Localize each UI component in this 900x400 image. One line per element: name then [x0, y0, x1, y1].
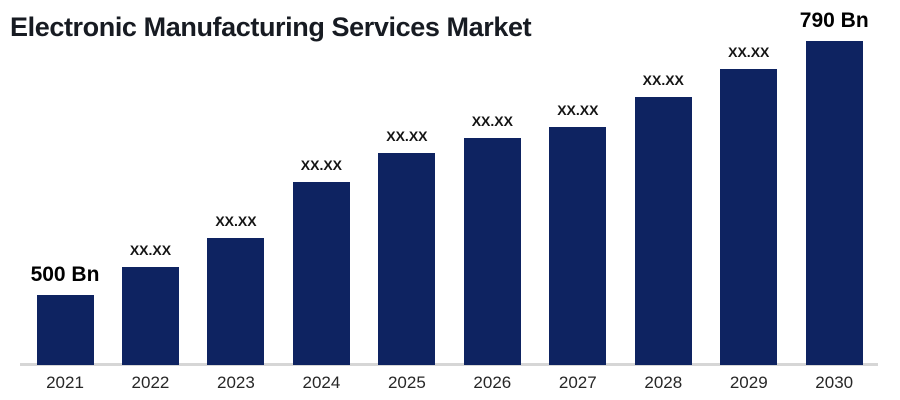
bar-2027	[549, 127, 607, 365]
x-tick-label-2030: 2030	[815, 373, 854, 392]
x-tick-label-2029: 2029	[729, 373, 768, 392]
x-tick-label-2023: 2023	[217, 373, 255, 392]
bar-2022	[121, 267, 179, 365]
x-tick-label-2022: 2022	[131, 373, 170, 392]
bar-value-label-2023: XX.XX	[215, 213, 257, 229]
bar-2026	[463, 138, 521, 365]
bar-2030	[805, 41, 863, 365]
bar-2024	[292, 182, 350, 365]
bar-value-label-2029: XX.XX	[728, 44, 770, 60]
bar-value-label-2022: XX.XX	[129, 242, 172, 258]
bar-value-label-2030: 790 Bn	[799, 9, 869, 32]
chart-title: Electronic Manufacturing Services Market	[10, 12, 532, 42]
bar-2023	[207, 238, 265, 365]
x-tick-label-2025: 2025	[387, 373, 426, 392]
bar-value-label-2027: XX.XX	[557, 102, 599, 118]
bar-value-label-2026: XX.XX	[471, 113, 513, 129]
x-tick-label-2024: 2024	[302, 373, 341, 392]
x-tick-label-2028: 2028	[644, 373, 683, 392]
x-tick-label-2027: 2027	[558, 373, 597, 392]
bar-value-label-2025: XX.XX	[386, 128, 428, 144]
bar-2021	[36, 295, 94, 365]
x-tick-label-2021: 2021	[46, 373, 84, 392]
bar-value-label-2024: XX.XX	[300, 157, 343, 173]
bar-2025	[378, 153, 436, 365]
x-axis-line	[20, 363, 878, 366]
bar-2028	[634, 97, 692, 365]
bar-value-label-2021: 500 Bn	[30, 263, 100, 286]
bar-2029	[720, 69, 778, 365]
x-tick-label-2026: 2026	[473, 373, 512, 392]
bar-value-label-2028: XX.XX	[642, 72, 684, 88]
